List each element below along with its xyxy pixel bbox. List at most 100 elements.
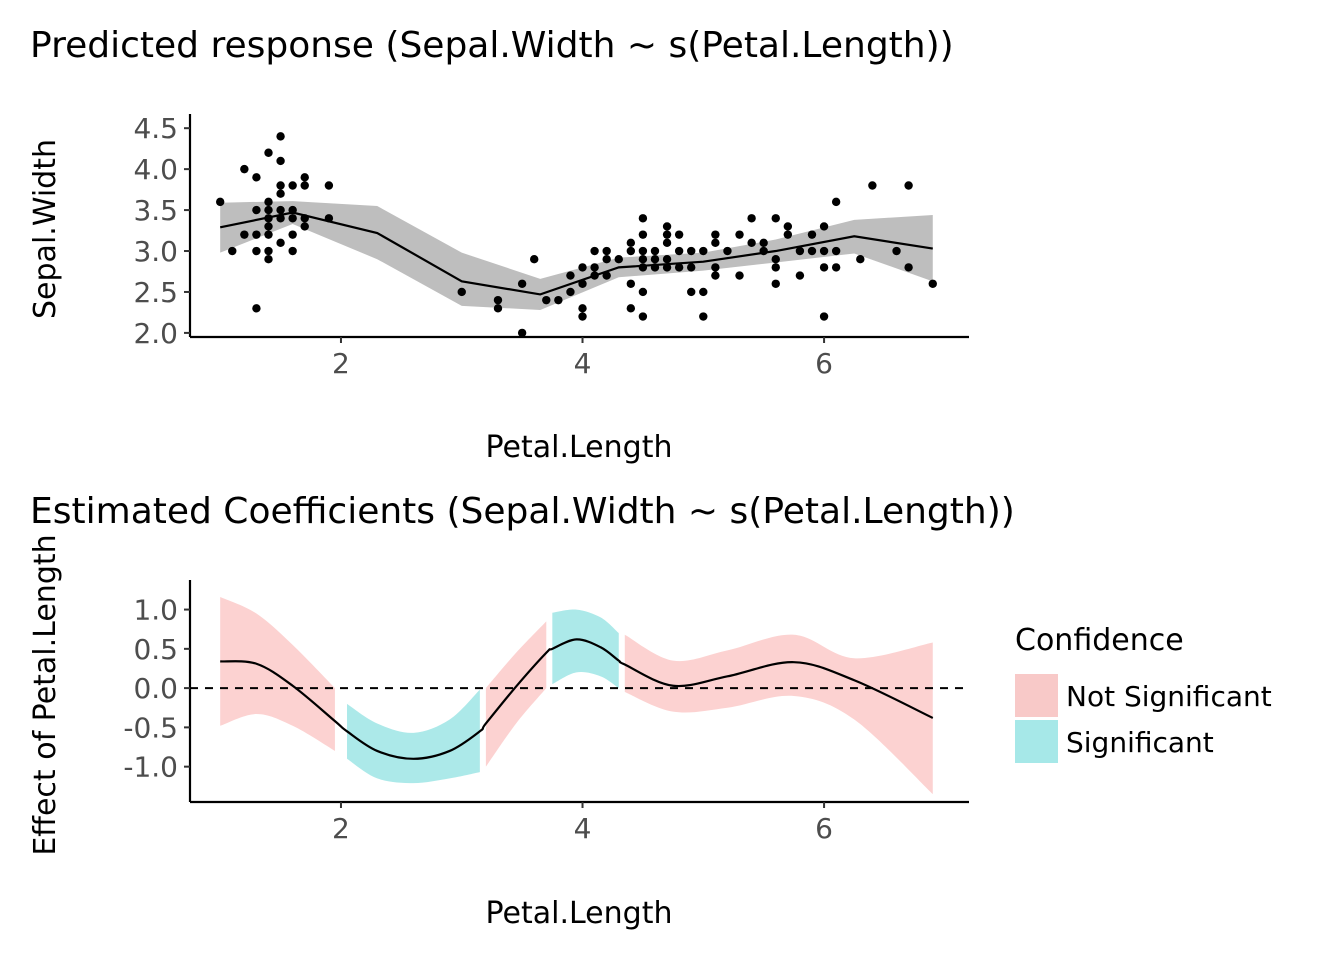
data-point bbox=[276, 156, 285, 166]
data-point bbox=[819, 246, 829, 256]
data-point bbox=[711, 238, 720, 248]
data-point bbox=[626, 246, 636, 256]
y-tick-label: 4.0 bbox=[133, 153, 178, 186]
data-point bbox=[276, 238, 285, 248]
data-point bbox=[856, 255, 865, 264]
plot-area: 2.0 2.5 3.0 3.5 4.0 4.5 2 4 6 bbox=[133, 112, 969, 380]
data-point bbox=[687, 263, 696, 272]
data-point bbox=[252, 230, 261, 239]
effect-line bbox=[220, 638, 934, 760]
data-point bbox=[904, 181, 913, 190]
x-tick-label: 2 bbox=[332, 347, 350, 380]
y-tick-label: 3.0 bbox=[133, 235, 178, 268]
data-point bbox=[711, 271, 720, 280]
x-axis-label: Petal.Length bbox=[486, 430, 673, 465]
data-point bbox=[771, 279, 780, 288]
data-point bbox=[699, 312, 708, 321]
data-point bbox=[638, 255, 648, 264]
data-point bbox=[699, 287, 708, 297]
y-tick-label: 0.0 bbox=[133, 672, 178, 705]
data-point bbox=[252, 205, 261, 215]
x-tick-label: 2 bbox=[332, 812, 350, 845]
data-point bbox=[674, 246, 684, 256]
data-point bbox=[626, 279, 636, 288]
data-point bbox=[638, 312, 648, 321]
data-point bbox=[626, 304, 636, 313]
data-point bbox=[264, 197, 273, 207]
data-point bbox=[831, 246, 841, 256]
not-significant-ribbon bbox=[624, 634, 933, 795]
data-point bbox=[638, 214, 648, 223]
data-point bbox=[240, 230, 249, 239]
data-point bbox=[674, 263, 684, 272]
data-point bbox=[228, 246, 237, 256]
data-point bbox=[868, 181, 877, 190]
data-point bbox=[252, 246, 261, 256]
data-point bbox=[819, 222, 829, 231]
data-point bbox=[687, 246, 696, 256]
x-axis-label: Petal.Length bbox=[486, 896, 673, 931]
data-point bbox=[288, 214, 297, 223]
data-point bbox=[288, 246, 297, 256]
data-point bbox=[590, 263, 599, 272]
y-axis-label: Sepal.Width bbox=[28, 139, 63, 319]
estimated-coefficients-panel: Estimated Coefficients (Sepal.Width ~ s(… bbox=[28, 491, 1272, 931]
data-point bbox=[638, 246, 648, 256]
data-point bbox=[264, 148, 273, 157]
x-tick-label: 4 bbox=[574, 812, 592, 845]
data-point bbox=[807, 230, 817, 239]
data-point bbox=[747, 214, 756, 223]
data-point bbox=[264, 222, 273, 231]
data-point bbox=[276, 189, 285, 198]
y-tick-label: 1.0 bbox=[133, 594, 178, 627]
data-point bbox=[578, 263, 587, 272]
data-point bbox=[819, 263, 829, 272]
significant-ribbon bbox=[347, 689, 480, 784]
data-point bbox=[687, 287, 696, 297]
data-point bbox=[771, 214, 780, 223]
data-point bbox=[300, 222, 309, 231]
data-point bbox=[650, 255, 660, 264]
data-point bbox=[638, 287, 648, 297]
data-point bbox=[783, 230, 793, 239]
x-tick-label: 4 bbox=[574, 347, 592, 380]
data-point bbox=[264, 255, 273, 264]
data-point bbox=[638, 230, 648, 239]
data-point bbox=[711, 230, 720, 239]
data-point bbox=[626, 238, 636, 248]
data-point bbox=[288, 181, 297, 190]
y-tick-label: 2.0 bbox=[133, 317, 178, 350]
x-tick-label: 6 bbox=[815, 347, 833, 380]
data-point bbox=[602, 255, 611, 264]
data-point bbox=[614, 255, 623, 264]
data-point bbox=[542, 295, 551, 305]
y-tick-label: -0.5 bbox=[123, 711, 178, 744]
data-point bbox=[566, 271, 575, 280]
data-point bbox=[276, 132, 285, 141]
data-point bbox=[783, 222, 793, 231]
y-tick-label: 3.5 bbox=[133, 194, 178, 227]
y-tick-label: 4.5 bbox=[133, 112, 178, 145]
data-point bbox=[747, 238, 756, 248]
plot-area: 1.0 0.5 0.0 -0.5 -1.0 2 4 6 bbox=[123, 580, 969, 845]
data-point bbox=[264, 246, 273, 256]
data-point bbox=[602, 246, 611, 256]
data-point bbox=[771, 263, 780, 272]
data-point bbox=[699, 246, 708, 256]
data-point bbox=[759, 238, 768, 248]
significant-ribbon bbox=[552, 609, 619, 689]
legend: Confidence Not Significant Significant bbox=[1015, 623, 1272, 763]
data-point bbox=[240, 164, 249, 174]
data-point bbox=[493, 295, 503, 305]
legend-swatch-significant bbox=[1015, 720, 1058, 763]
data-point bbox=[276, 181, 285, 190]
y-tick-label: -1.0 bbox=[123, 751, 178, 784]
y-axis-label: Effect of Petal.Length bbox=[28, 534, 63, 855]
data-point bbox=[638, 263, 648, 272]
data-point bbox=[650, 246, 660, 256]
data-point bbox=[493, 304, 503, 313]
legend-label-significant: Significant bbox=[1066, 726, 1214, 759]
data-point bbox=[554, 295, 563, 305]
data-point bbox=[662, 238, 672, 248]
